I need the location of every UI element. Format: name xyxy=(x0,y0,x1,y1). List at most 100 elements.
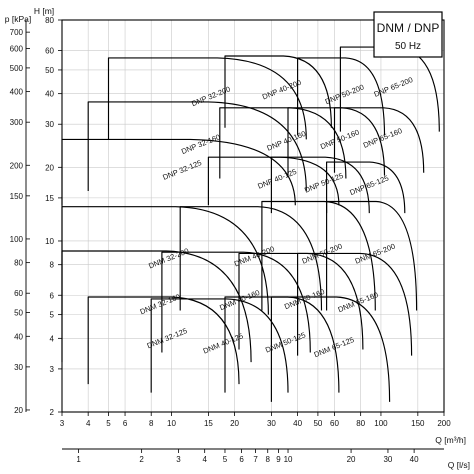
pump-region xyxy=(150,298,289,393)
pump-region-label: DNP 32-160 xyxy=(180,132,222,156)
x-tick-label: 8 xyxy=(149,419,154,428)
x-axis-label-m3h: Q [m³/h] xyxy=(435,435,466,445)
x-tick-label: 3 xyxy=(60,419,65,428)
y-tick-label: 15 xyxy=(45,194,54,203)
ls-tick-label: 20 xyxy=(347,455,356,464)
pump-region xyxy=(326,200,418,311)
ls-tick-label: 2 xyxy=(139,455,144,464)
pump-region xyxy=(224,55,332,128)
pump-region-label: DNP 50-160 xyxy=(319,128,361,152)
y-axis-label-kpa: p [kPa] xyxy=(5,14,31,24)
kpa-tick-label: 500 xyxy=(10,64,24,73)
pump-region xyxy=(297,252,413,356)
pump-region xyxy=(61,206,269,315)
y-tick-label: 10 xyxy=(45,237,54,246)
ls-tick-label: 1 xyxy=(76,455,81,464)
x-tick-label: 60 xyxy=(330,419,339,428)
ls-tick-label: 8 xyxy=(266,455,271,464)
chart-title: DNM / DNP xyxy=(377,21,440,35)
pump-region xyxy=(61,138,296,206)
title-frame xyxy=(373,11,443,58)
kpa-tick-label: 60 xyxy=(14,289,23,298)
kpa-tick-label: 300 xyxy=(10,118,24,127)
title-box: DNM / DNP 50 Hz xyxy=(373,11,443,58)
pump-region-label: DNP 40-125 xyxy=(256,167,298,191)
plot-frame xyxy=(61,19,445,413)
pump-region xyxy=(261,200,376,311)
pump-region xyxy=(87,101,307,192)
x-tick-label: 30 xyxy=(267,419,276,428)
x-tick-label: 40 xyxy=(293,419,302,428)
y-tick-label: 8 xyxy=(50,261,55,270)
y-tick-label: 80 xyxy=(45,16,54,25)
pump-region-label: DNM 65-160 xyxy=(337,290,380,314)
kpa-tick-label: 600 xyxy=(10,45,24,54)
chart-subtitle: 50 Hz xyxy=(395,41,421,52)
pump-region xyxy=(61,250,252,363)
x-tick-label: 100 xyxy=(374,419,388,428)
x-tick-label: 150 xyxy=(411,419,425,428)
kpa-tick-label: 400 xyxy=(10,88,24,97)
x-tick-label: 6 xyxy=(123,419,128,428)
kpa-tick-label: 150 xyxy=(10,192,24,201)
y-axis-label-m: H [m] xyxy=(34,6,54,16)
x-axis-label-ls: Q [l/s] xyxy=(448,460,470,470)
pump-region-label: DNP 50-125 xyxy=(303,171,345,195)
y-tick-label: 50 xyxy=(45,66,54,75)
pump-region xyxy=(107,57,307,140)
pump-region xyxy=(87,296,240,385)
pump-region-label: DNP 65-200 xyxy=(373,75,415,99)
x-tick-label: 4 xyxy=(86,419,91,428)
pump-region xyxy=(179,206,323,311)
ls-tick-label: 4 xyxy=(202,455,207,464)
y-tick-label: 60 xyxy=(45,47,54,56)
kpa-tick-label: 100 xyxy=(10,235,24,244)
ls-tick-label: 7 xyxy=(253,455,258,464)
kpa-tick-label: 20 xyxy=(14,406,23,415)
y-tick-label: 5 xyxy=(50,311,55,320)
y-tick-label: 6 xyxy=(50,291,55,300)
pump-region-label: DNP 32-125 xyxy=(161,158,203,182)
ls-tick-label: 30 xyxy=(383,455,392,464)
pump-region xyxy=(270,296,391,402)
y-tick-label: 20 xyxy=(45,163,54,172)
grid-lines xyxy=(61,19,445,413)
ls-tick-label: 9 xyxy=(276,455,281,464)
pump-region xyxy=(297,57,386,136)
pump-region-label: DNM 32-160 xyxy=(139,292,182,316)
kpa-tick-label: 30 xyxy=(14,363,23,372)
kpa-tick-label: 80 xyxy=(14,259,23,268)
x-tick-label: 50 xyxy=(313,419,322,428)
x-tick-label: 10 xyxy=(167,419,176,428)
ls-tick-label: 6 xyxy=(239,455,244,464)
pump-regions xyxy=(61,46,440,402)
pump-region-label: DNM 65-125 xyxy=(313,335,356,359)
x-tick-label: 5 xyxy=(106,419,111,428)
pump-region-label: DNM 50-160 xyxy=(283,287,326,311)
y-tick-label: 3 xyxy=(50,365,55,374)
x-tick-label: 200 xyxy=(437,419,451,428)
pump-region-label: DNM 50-125 xyxy=(264,330,307,354)
ls-tick-label: 40 xyxy=(410,455,419,464)
pump-region-label: DNP 65-125 xyxy=(348,173,390,197)
pump-region-label: DNM 32-200 xyxy=(147,246,190,270)
pump-region xyxy=(333,107,425,173)
y-tick-label: 4 xyxy=(50,334,55,343)
pump-region-label: DNP 65-160 xyxy=(362,126,404,150)
x-tick-label: 20 xyxy=(230,419,239,428)
y-tick-label: 2 xyxy=(50,408,55,417)
ls-tick-label: 10 xyxy=(284,455,293,464)
kpa-tick-label: 700 xyxy=(10,28,24,37)
pump-region xyxy=(161,251,311,353)
x-tick-label: 80 xyxy=(356,419,365,428)
kpa-tick-label: 50 xyxy=(14,309,23,318)
ls-tick-label: 5 xyxy=(223,455,228,464)
x-tick-label: 15 xyxy=(204,419,213,428)
axes: 3 4 5 6 8 10 15 20 30 40 50 60 80 100 150 2002345681015… xyxy=(10,16,452,464)
kpa-tick-label: 40 xyxy=(14,332,23,341)
ls-tick-label: 3 xyxy=(176,455,181,464)
y-tick-label: 30 xyxy=(45,120,54,129)
pump-region xyxy=(270,156,370,214)
pump-region-label: DNP 50-200 xyxy=(324,82,366,106)
